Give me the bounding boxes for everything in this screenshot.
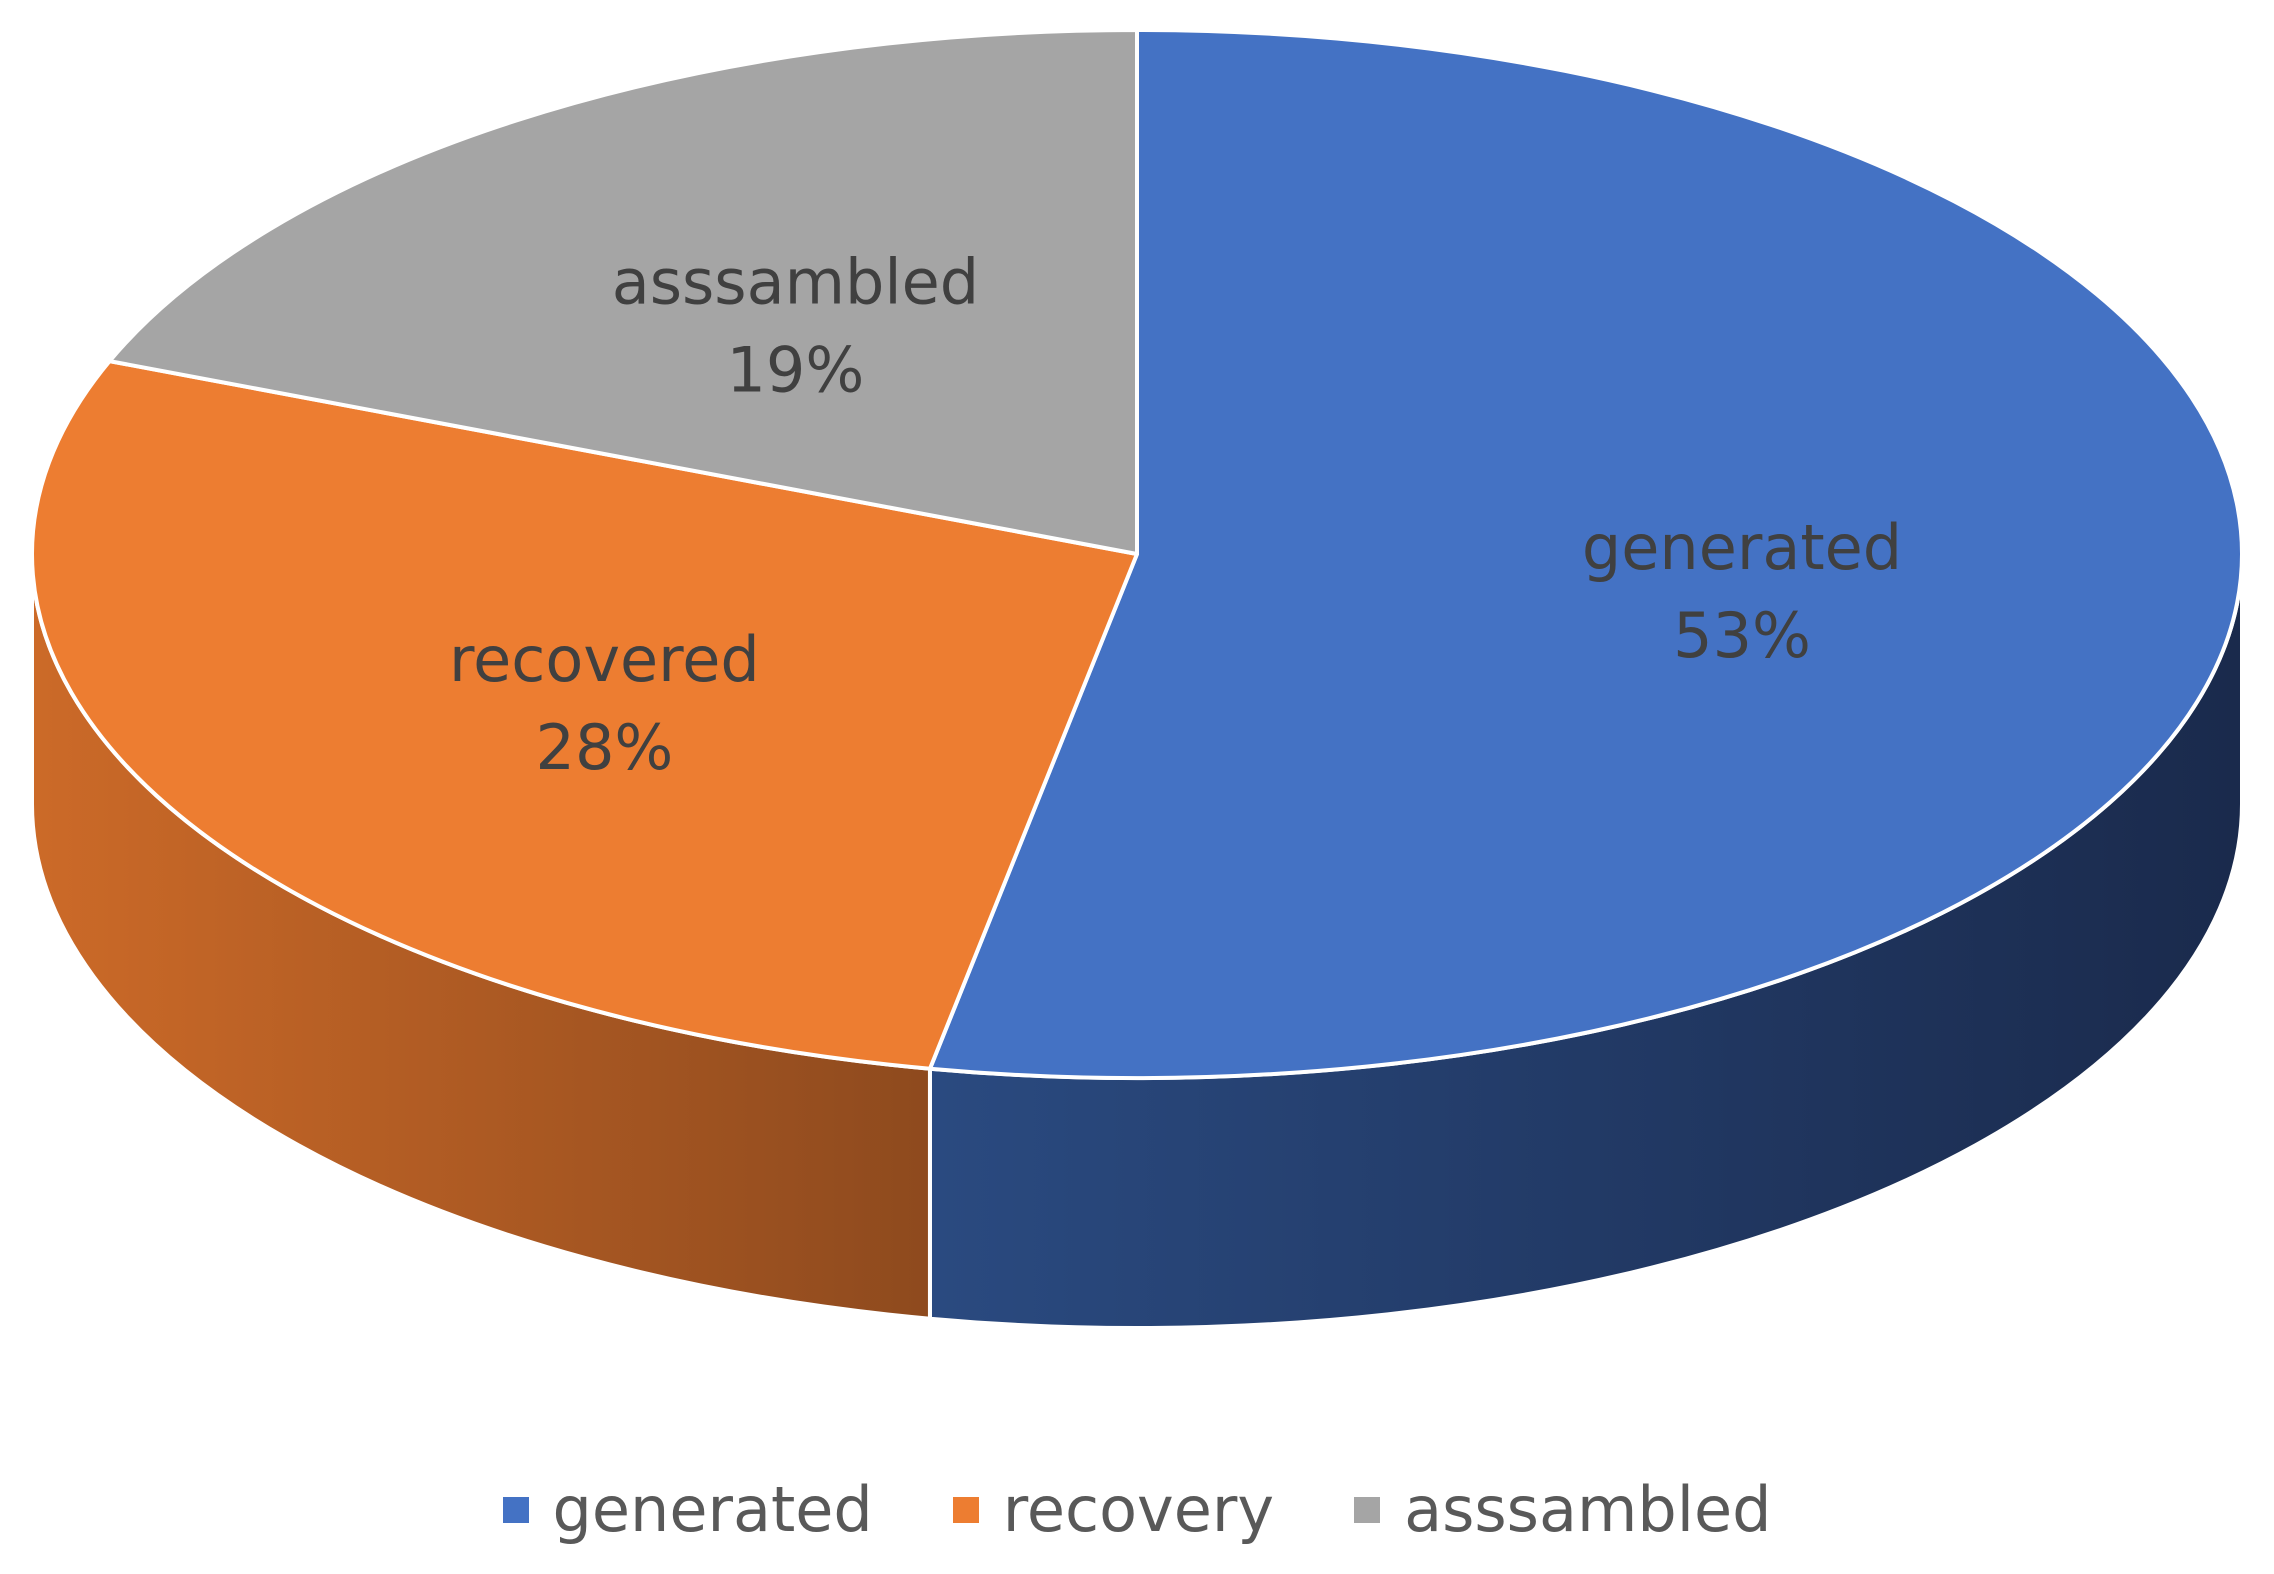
pie-labels: generated 53% recovered 28% asssambled 19% bbox=[449, 246, 1902, 784]
slice-value-asssambled: 19% bbox=[726, 334, 864, 407]
pie-slice-recovered bbox=[30, 359, 1139, 1071]
legend-label-generated: generated bbox=[552, 1473, 873, 1546]
legend-label-asssambled: asssambled bbox=[1404, 1473, 1772, 1546]
legend-swatch-recovery bbox=[952, 1497, 979, 1523]
slice-label-generated: generated bbox=[1582, 511, 1902, 584]
legend-label-recovery: recovery bbox=[1002, 1473, 1275, 1546]
legend-item-asssambled: asssambled bbox=[1354, 1479, 1771, 1541]
legend-item-generated: generated bbox=[502, 1473, 873, 1546]
slice-value-generated: 53% bbox=[1673, 599, 1811, 672]
pie-slice-generated bbox=[927, 28, 2244, 1080]
slice-label-recovered: recovered bbox=[449, 623, 760, 696]
pie-slice-asssambled bbox=[107, 28, 1139, 556]
legend-swatch-generated bbox=[502, 1497, 529, 1523]
legend: generated recovery asssambled bbox=[0, 1470, 2274, 1550]
slice-value-recovered: 28% bbox=[536, 711, 674, 784]
legend-item-recovery: recovery bbox=[952, 1473, 1275, 1546]
legend-swatch-asssambled bbox=[1354, 1497, 1381, 1523]
slice-label-asssambled: asssambled bbox=[612, 246, 979, 319]
pie-tops bbox=[30, 28, 2244, 1080]
